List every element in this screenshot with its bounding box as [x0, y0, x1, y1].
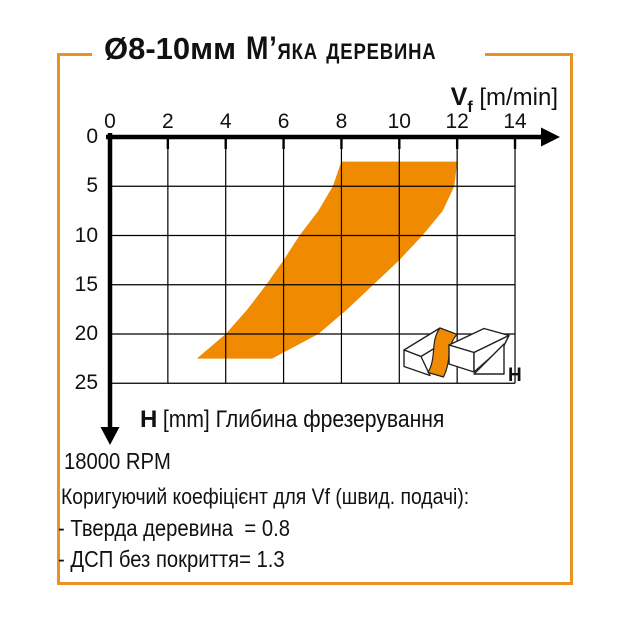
correction-line-hardwood: - Тверда деревина = 0.8 [58, 515, 322, 542]
correction-line-chipboard-text: - ДСП без покриття= 1.3 [58, 546, 285, 572]
title-material: М’яка деревина [246, 30, 437, 66]
icon-height-label: H [508, 365, 522, 386]
y-tick-label: 20 [74, 322, 98, 345]
feed-window-band [196, 161, 458, 359]
correction-line-chipboard: - ДСП без покриття= 1.3 [58, 546, 316, 573]
rpm-text: 18000 RPM [64, 448, 171, 474]
icon-height-triangle [473, 343, 505, 375]
rpm-note: 18000 RPM [64, 448, 185, 475]
x-tick-label: 6 [277, 110, 290, 133]
y-tick-label: 15 [74, 272, 98, 296]
title-diameter: Ø8-10мм [104, 31, 237, 66]
x-axis-symbol-subscript: f [467, 98, 473, 116]
band-layer [196, 161, 458, 359]
y-tick-label: 10 [74, 223, 98, 247]
y-tick-label: 25 [74, 371, 98, 395]
page-title: Ø8-10мм М’яка деревина [92, 30, 485, 67]
x-axis-unit: [m/min] [472, 84, 558, 111]
x-tick-label: 14 [503, 110, 527, 133]
x-tick-label: 8 [335, 110, 348, 133]
tick-layer [108, 139, 517, 149]
correction-line-hardwood-text: - Тверда деревина = 0.8 [58, 515, 291, 541]
y-tick-label: 5 [86, 174, 98, 198]
y-axis-title-text: [mm] Глибина фрезерування [157, 406, 445, 433]
x-tick-label: 4 [219, 110, 232, 133]
x-tick-label: 2 [162, 110, 174, 133]
milling-depth-icon: H [403, 327, 522, 386]
correction-title: Коригуючий коефіцієнт для Vf (швид. пода… [61, 484, 525, 510]
y-axis-arrow-icon [100, 427, 120, 445]
x-tick-label: 0 [104, 110, 116, 133]
x-axis-title: Vf [m/min] [370, 83, 558, 116]
y-tick-label: 0 [86, 125, 98, 148]
y-axis-symbol: H [140, 406, 158, 433]
axes-group [100, 127, 560, 445]
x-axis-arrow-icon [541, 127, 560, 147]
x-tick-label: 12 [445, 110, 469, 133]
x-axis-symbol: V [450, 83, 468, 111]
icon-left-block-front [403, 349, 431, 377]
y-axis-title: H [mm] Глибина фрезерування [140, 406, 484, 434]
correction-title-text: Коригуючий коефіцієнт для Vf (швид. пода… [61, 484, 470, 509]
x-tick-label: 10 [387, 110, 411, 133]
icon-milled-cut-face [427, 327, 458, 378]
